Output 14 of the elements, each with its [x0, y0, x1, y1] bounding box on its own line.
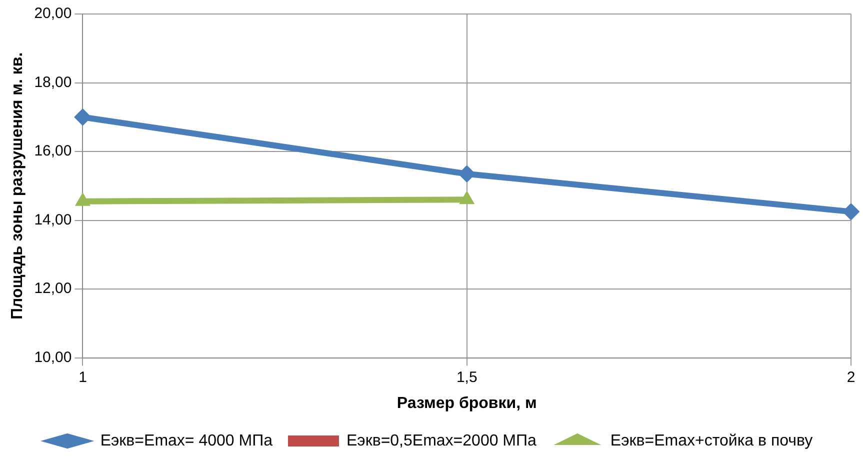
y-tick-label: 18,00: [34, 74, 72, 91]
y-tick-label: 12,00: [34, 280, 72, 298]
legend-label: Еэкв=0,5Emax=2000 МПа: [346, 432, 537, 450]
x-tick-label: 1,5: [456, 368, 478, 386]
y-tick-label: 10,00: [34, 348, 72, 366]
x-axis-title: Размер бровки, м: [396, 394, 537, 412]
x-tick-label: 1: [78, 368, 87, 386]
legend-label: Еэкв=Emax+стойка в почву: [610, 432, 813, 450]
x-tick-label: 2: [846, 368, 856, 386]
y-tick-label: 20,00: [34, 5, 72, 22]
y-axis-title: Площадь зоны разрушения м. кв.: [9, 52, 26, 320]
legend-label: Еэкв=Emax= 4000 МПа: [100, 432, 273, 450]
y-tick-label: 16,00: [34, 142, 72, 160]
y-tick-label: 14,00: [34, 211, 72, 228]
